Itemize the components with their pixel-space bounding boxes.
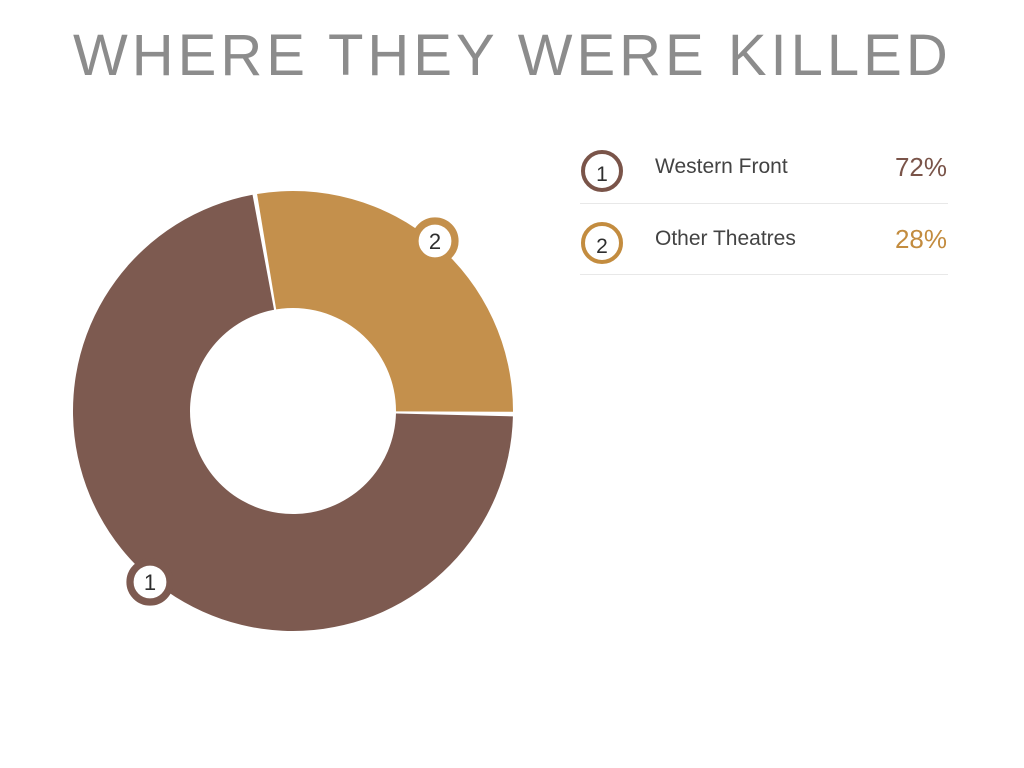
svg-text:2: 2	[429, 229, 441, 254]
svg-text:1: 1	[144, 570, 156, 595]
